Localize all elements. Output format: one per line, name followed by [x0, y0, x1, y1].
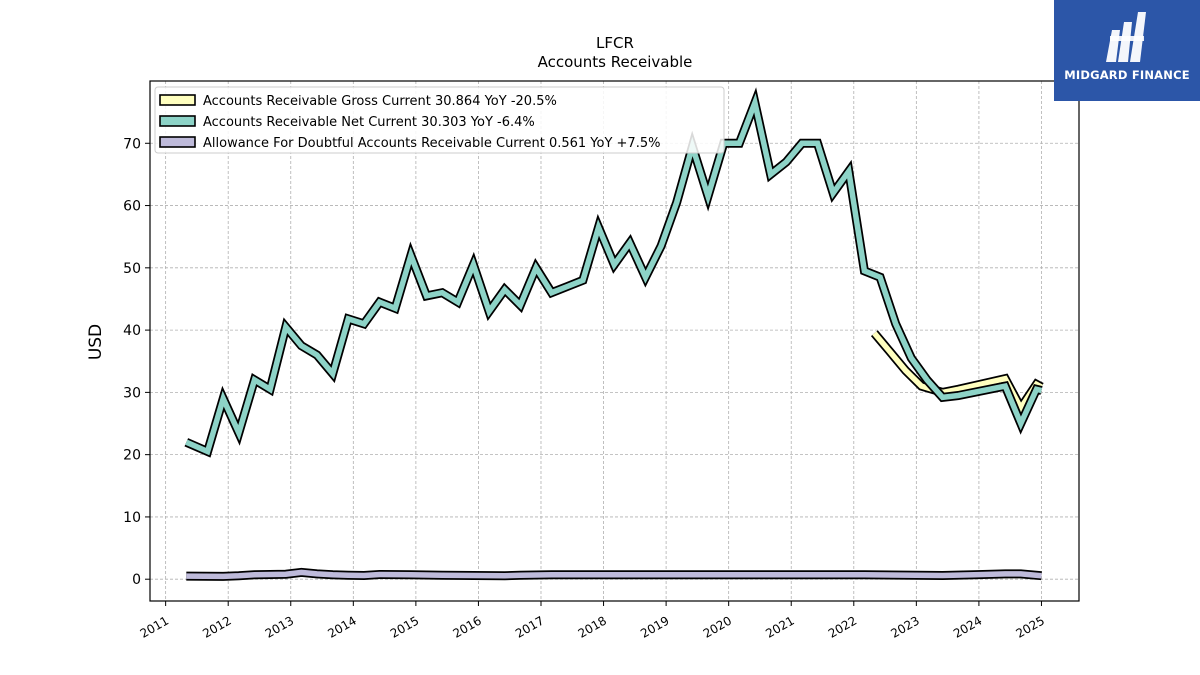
legend-label: Accounts Receivable Gross Current 30.864… [203, 94, 557, 109]
grid [150, 81, 1079, 601]
legend-label: Allowance For Doubtful Accounts Receivab… [203, 136, 660, 151]
x-tick-label: 2022 [826, 613, 859, 640]
series-layer [184, 87, 1044, 581]
x-tick-label: 2023 [888, 613, 921, 640]
brand-logo: MIDGARD FINANCE [1054, 0, 1200, 101]
x-tick-label: 2013 [263, 613, 296, 640]
legend-swatch [159, 115, 196, 127]
series-outline [184, 87, 1043, 458]
x-tick-label: 2012 [200, 613, 233, 640]
series-line [186, 569, 1042, 580]
y-tick-label: 60 [123, 199, 141, 215]
y-tick-label: 0 [132, 572, 141, 588]
x-tick-label: 2015 [388, 613, 421, 640]
y-tick-label: 10 [123, 510, 141, 526]
x-tick-label: 2018 [576, 613, 609, 640]
chart-subtitle: Accounts Receivable [538, 53, 693, 71]
plot-frame [149, 80, 1080, 602]
series-2 [186, 567, 1042, 581]
y-tick-label: 20 [123, 448, 141, 464]
x-tick-label: 2020 [701, 613, 734, 640]
legend-label: Accounts Receivable Net Current 30.303 Y… [203, 115, 535, 130]
x-tick-label: 2017 [513, 613, 546, 640]
y-tick-label: 30 [123, 385, 141, 401]
brand-mark-icon [1106, 12, 1146, 62]
brand-name: MIDGARD FINANCE [1064, 68, 1190, 82]
x-tick-label: 2014 [325, 613, 358, 640]
legend-swatch [159, 136, 196, 148]
y-tick-label: 40 [123, 323, 141, 339]
legend-box [154, 86, 725, 154]
y-tick-label: 50 [123, 261, 141, 277]
x-tick-label: 2025 [1014, 613, 1047, 640]
y-axis-label: USD [86, 324, 106, 360]
series-1 [184, 87, 1043, 458]
y-tick-label: 70 [123, 136, 141, 152]
x-tick-label: 2011 [138, 613, 171, 640]
chart-title: LFCR [596, 34, 634, 52]
x-tick-label: 2024 [951, 613, 984, 640]
legend: Accounts Receivable Gross Current 30.864… [154, 86, 725, 154]
x-tick-label: 2021 [763, 613, 796, 640]
series-line [185, 93, 1043, 456]
x-tick-label: 2019 [638, 613, 671, 640]
legend-swatch [159, 94, 196, 106]
x-tick-label: 2016 [450, 613, 483, 640]
